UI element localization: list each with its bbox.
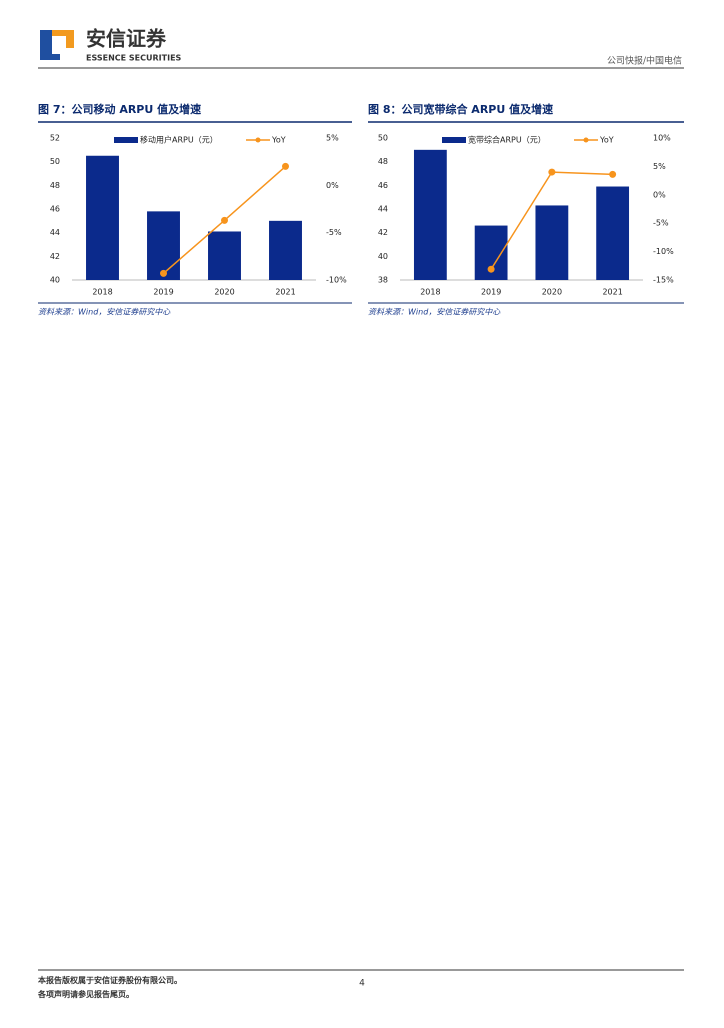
y2-tick-label: -10% [653,247,674,256]
x-tick-label: 2019 [153,288,173,297]
legend-label: YoY [271,136,286,145]
chart-title: 图 7：公司移动 ARPU 值及增速 [38,102,201,116]
y2-tick-label: 0% [653,190,666,199]
y2-tick-label: 10% [653,134,671,143]
y-tick-label: 52 [50,134,60,143]
footer-text: 各项声明请参见报告尾页。 [37,989,134,999]
y2-tick-label: -15% [653,276,674,285]
y-tick-label: 46 [378,181,388,190]
bar [413,149,447,280]
y-tick-label: 42 [50,252,60,261]
line-series [490,171,613,270]
y2-tick-label: -5% [326,228,342,237]
logo-subtext: ESSENCE SECURITIES [86,54,182,63]
x-tick-label: 2020 [542,288,562,297]
bar [596,186,630,280]
y2-tick-label: 5% [653,162,666,171]
source-note: 资料来源：Wind，安信证券研究中心 [368,308,501,317]
bar [535,205,569,280]
bar [269,220,302,280]
line-series [163,165,286,274]
y-tick-label: 50 [50,157,60,166]
bar [86,155,119,280]
x-tick-label: 2021 [602,288,622,297]
y2-tick-label: 5% [326,134,339,143]
legend-label: 宽带综合ARPU（元） [468,135,546,145]
legend-label: 移动用户ARPU（元） [140,135,218,145]
bar [208,231,241,280]
y-tick-label: 48 [378,157,388,166]
logo-mark [52,36,66,54]
legend-swatch [114,137,138,143]
y-tick-label: 44 [378,205,388,214]
y2-tick-label: 0% [326,181,339,190]
x-tick-label: 2019 [481,288,501,297]
legend-label: YoY [599,136,614,145]
y-tick-label: 40 [378,252,388,261]
y-tick-label: 44 [50,228,60,237]
source-note: 资料来源：Wind，安信证券研究中心 [38,308,171,317]
y-tick-label: 42 [378,228,388,237]
y-tick-label: 50 [378,134,388,143]
chart-title: 图 8：公司宽带综合 ARPU 值及增速 [368,102,553,116]
y-tick-label: 46 [50,205,60,214]
legend-swatch [583,137,589,143]
logo-text: 安信证券 [86,27,167,51]
page-number: 4 [359,979,365,989]
y-tick-label: 48 [50,181,60,190]
bar [147,211,180,280]
y-tick-label: 38 [378,276,388,285]
footer-text: 本报告版权属于安信证券股份有限公司。 [37,975,182,985]
legend-swatch [442,137,466,143]
section-label: 公司快报/中国电信 [607,55,682,67]
x-tick-label: 2020 [214,288,234,297]
y2-tick-label: -5% [653,219,669,228]
x-tick-label: 2021 [275,288,295,297]
legend-swatch [255,137,261,143]
x-tick-label: 2018 [92,288,112,297]
y-tick-label: 40 [50,276,60,285]
x-tick-label: 2018 [420,288,440,297]
y2-tick-label: -10% [326,276,347,285]
